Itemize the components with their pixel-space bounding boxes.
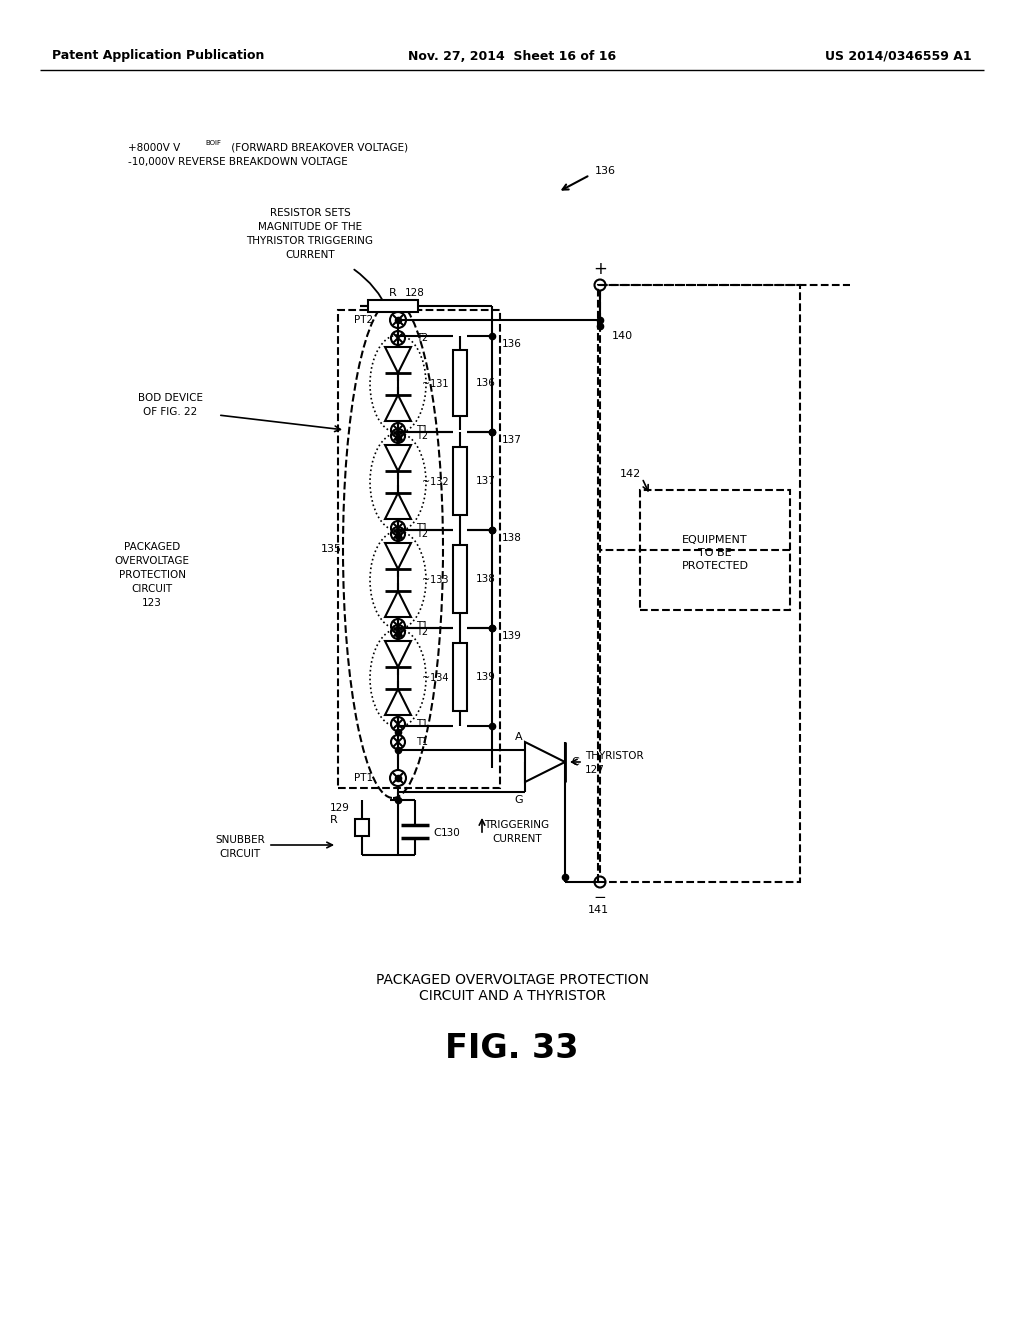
Text: CURRENT: CURRENT bbox=[286, 249, 335, 260]
Text: 127: 127 bbox=[585, 766, 605, 775]
Text: OVERVOLTAGE: OVERVOLTAGE bbox=[115, 556, 189, 566]
Text: 129: 129 bbox=[330, 803, 350, 813]
Text: 130: 130 bbox=[441, 828, 461, 838]
Polygon shape bbox=[385, 543, 411, 569]
Bar bbox=[338, 310, 500, 788]
Polygon shape bbox=[385, 395, 411, 421]
Bar bbox=[640, 490, 790, 610]
Text: 136: 136 bbox=[502, 339, 522, 348]
Text: T1: T1 bbox=[416, 620, 428, 631]
Text: ~132: ~132 bbox=[422, 477, 449, 487]
Text: C: C bbox=[433, 828, 440, 838]
Text: R: R bbox=[331, 814, 338, 825]
Text: T1: T1 bbox=[416, 523, 428, 533]
Text: T2: T2 bbox=[416, 627, 428, 638]
Polygon shape bbox=[385, 347, 411, 374]
Text: T2: T2 bbox=[416, 432, 428, 441]
Text: 137: 137 bbox=[476, 477, 496, 486]
Text: FIG. 33: FIG. 33 bbox=[445, 1031, 579, 1064]
Text: CIRCUIT: CIRCUIT bbox=[131, 583, 173, 594]
Text: +8000V V: +8000V V bbox=[128, 143, 180, 153]
Text: 139: 139 bbox=[502, 631, 522, 642]
Text: A: A bbox=[515, 733, 523, 742]
Text: CURRENT: CURRENT bbox=[493, 834, 542, 843]
Bar bbox=[598, 285, 800, 882]
Text: EQUIPMENT: EQUIPMENT bbox=[682, 535, 748, 545]
Text: Patent Application Publication: Patent Application Publication bbox=[52, 49, 264, 62]
Text: ~134: ~134 bbox=[422, 673, 449, 682]
Text: 138: 138 bbox=[502, 533, 522, 543]
Text: T1: T1 bbox=[416, 737, 428, 747]
Text: PROTECTED: PROTECTED bbox=[682, 561, 749, 572]
Text: 123: 123 bbox=[142, 598, 162, 609]
Text: T2: T2 bbox=[416, 529, 428, 539]
Polygon shape bbox=[385, 642, 411, 667]
Text: T1: T1 bbox=[416, 425, 428, 436]
Text: PROTECTION: PROTECTION bbox=[119, 570, 185, 579]
Bar bbox=[368, 300, 418, 312]
Text: C: C bbox=[571, 756, 579, 767]
Text: PT2: PT2 bbox=[354, 315, 373, 325]
Text: BOD DEVICE: BOD DEVICE bbox=[137, 393, 203, 403]
Bar bbox=[453, 446, 467, 515]
Polygon shape bbox=[385, 445, 411, 471]
Polygon shape bbox=[385, 492, 411, 519]
Text: 141: 141 bbox=[588, 906, 608, 915]
Text: RESISTOR SETS: RESISTOR SETS bbox=[269, 209, 350, 218]
Polygon shape bbox=[385, 591, 411, 616]
Text: PACKAGED OVERVOLTAGE PROTECTION: PACKAGED OVERVOLTAGE PROTECTION bbox=[376, 973, 648, 987]
Text: TRIGGERING: TRIGGERING bbox=[484, 820, 550, 830]
Text: PACKAGED: PACKAGED bbox=[124, 543, 180, 552]
Text: 140: 140 bbox=[612, 331, 633, 341]
Text: 136: 136 bbox=[476, 378, 496, 388]
Text: THYRISTOR TRIGGERING: THYRISTOR TRIGGERING bbox=[247, 236, 374, 246]
Text: ~131: ~131 bbox=[422, 379, 449, 389]
Text: BOIF: BOIF bbox=[205, 140, 221, 147]
Text: T2: T2 bbox=[416, 333, 428, 343]
Text: −: − bbox=[594, 891, 606, 906]
Text: 142: 142 bbox=[620, 469, 641, 479]
Text: (FORWARD BREAKOVER VOLTAGE): (FORWARD BREAKOVER VOLTAGE) bbox=[228, 143, 409, 153]
Text: Nov. 27, 2014  Sheet 16 of 16: Nov. 27, 2014 Sheet 16 of 16 bbox=[408, 49, 616, 62]
Text: 139: 139 bbox=[476, 672, 496, 682]
Polygon shape bbox=[385, 689, 411, 715]
Polygon shape bbox=[525, 742, 565, 781]
Bar bbox=[453, 350, 467, 416]
Text: SNUBBER: SNUBBER bbox=[215, 836, 265, 845]
Text: PT1: PT1 bbox=[354, 774, 373, 783]
Text: G: G bbox=[515, 795, 523, 805]
Text: TO BE: TO BE bbox=[698, 548, 732, 558]
Text: 137: 137 bbox=[502, 436, 522, 445]
Bar bbox=[355, 818, 369, 837]
Text: +: + bbox=[593, 260, 607, 279]
Text: CIRCUIT AND A THYRISTOR: CIRCUIT AND A THYRISTOR bbox=[419, 989, 605, 1003]
Text: 136: 136 bbox=[595, 166, 616, 176]
Text: MAGNITUDE OF THE: MAGNITUDE OF THE bbox=[258, 222, 362, 232]
Text: T1: T1 bbox=[416, 719, 428, 729]
Text: ~133: ~133 bbox=[422, 576, 449, 585]
Text: R: R bbox=[389, 288, 397, 298]
Text: CIRCUIT: CIRCUIT bbox=[219, 849, 260, 859]
Text: THYRISTOR: THYRISTOR bbox=[585, 751, 644, 762]
Bar bbox=[453, 545, 467, 614]
Text: US 2014/0346559 A1: US 2014/0346559 A1 bbox=[825, 49, 972, 62]
Bar bbox=[453, 643, 467, 711]
Text: 128: 128 bbox=[406, 288, 425, 298]
Text: 135: 135 bbox=[321, 544, 341, 554]
Text: 138: 138 bbox=[476, 574, 496, 583]
Text: -10,000V REVERSE BREAKDOWN VOLTAGE: -10,000V REVERSE BREAKDOWN VOLTAGE bbox=[128, 157, 348, 168]
Text: OF FIG. 22: OF FIG. 22 bbox=[143, 407, 198, 417]
